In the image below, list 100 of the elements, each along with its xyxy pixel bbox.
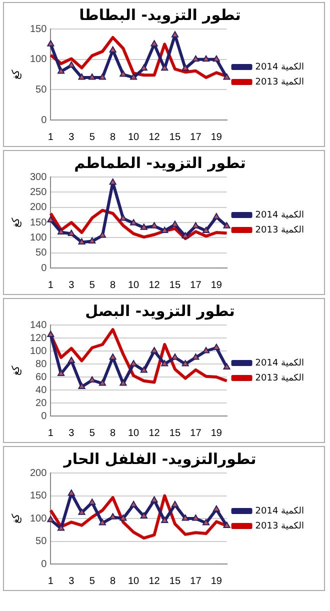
point — [171, 500, 179, 508]
point — [150, 40, 158, 46]
x-tick-label: 1 — [48, 280, 54, 291]
x-tick-label: 17 — [190, 428, 202, 439]
y-tick-label: 100 — [30, 513, 48, 524]
chart-title: تطور التزويد- البطاطا — [79, 6, 241, 24]
point — [182, 360, 189, 366]
point — [78, 74, 86, 80]
point — [130, 360, 138, 366]
x-tick-label: 17 — [190, 132, 202, 143]
x-tick-label: 10 — [128, 576, 140, 587]
point — [150, 496, 158, 503]
point — [150, 222, 158, 228]
y-tick-label: 40 — [36, 384, 48, 396]
x-tick-label: 17 — [190, 280, 202, 291]
y-tick-label: 0 — [41, 262, 48, 274]
x-tick-label: 1 — [48, 576, 54, 587]
point — [182, 232, 189, 238]
point — [120, 380, 127, 386]
point — [88, 237, 96, 244]
point — [109, 178, 116, 185]
point — [161, 360, 168, 366]
x-tick-label: 8 — [110, 132, 116, 143]
point — [98, 232, 106, 238]
point — [68, 489, 75, 496]
y-tick-label: 0 — [41, 114, 48, 126]
point — [109, 354, 116, 360]
point — [109, 513, 116, 520]
point — [150, 347, 158, 354]
y-tick-label: 80 — [36, 358, 48, 370]
x-tick-label: 3 — [68, 428, 75, 439]
x-tick-label: 10 — [128, 280, 140, 291]
point — [78, 508, 86, 515]
y-tick-label: 0 — [41, 558, 48, 570]
y-tick-label: 140 — [30, 320, 48, 331]
chart-title: تطور التزويد- البصل — [85, 302, 235, 320]
y-tick-label: 20 — [36, 398, 48, 409]
point — [140, 366, 148, 373]
point — [140, 224, 148, 230]
y-tick-label: 50 — [36, 536, 48, 547]
y-tick-label: 150 — [30, 24, 48, 35]
point — [109, 46, 116, 52]
point — [58, 67, 65, 74]
x-tick-label: 15 — [169, 132, 181, 143]
x-tick-label: 15 — [169, 428, 181, 439]
y-tick-label: 300 — [30, 172, 48, 183]
point — [202, 347, 210, 354]
point — [140, 512, 148, 518]
point — [212, 55, 220, 62]
point — [58, 370, 65, 376]
legend-label: الكمية 2014 — [255, 210, 304, 220]
point — [212, 213, 220, 220]
point — [223, 222, 230, 228]
x-tick-label: 19 — [210, 576, 222, 587]
point — [88, 498, 96, 505]
point — [58, 228, 65, 234]
point — [223, 74, 230, 80]
point — [130, 74, 138, 80]
x-tick-label: 12 — [148, 576, 160, 587]
x-tick-label: 8 — [110, 428, 116, 439]
legend-label: الكمية 2014 — [255, 358, 304, 368]
point — [161, 516, 168, 524]
point — [88, 74, 96, 80]
point — [223, 522, 230, 528]
x-tick-label: 19 — [210, 132, 222, 143]
x-tick-label: 1 — [48, 428, 54, 439]
point — [171, 31, 179, 38]
point — [98, 380, 106, 386]
x-tick-label: 12 — [148, 428, 160, 439]
x-tick-label: 19 — [210, 428, 222, 439]
legend-label: الكمية 2013 — [255, 77, 304, 88]
point — [98, 74, 106, 80]
y-axis-title: كغ — [10, 366, 22, 376]
y-tick-label: 250 — [30, 186, 48, 198]
point — [202, 226, 210, 233]
legend-label: الكمية 2013 — [255, 225, 304, 236]
y-tick-label: 50 — [36, 84, 48, 96]
point — [161, 226, 168, 233]
point — [68, 61, 75, 68]
y-tick-label: 60 — [36, 372, 48, 383]
y-tick-label: 100 — [30, 232, 48, 244]
point — [78, 382, 86, 389]
x-tick-label: 3 — [68, 280, 75, 291]
y-axis-title: كغ — [10, 218, 22, 228]
x-tick-label: 8 — [110, 576, 116, 587]
y-axis-title: كغ — [10, 514, 22, 524]
point — [192, 354, 200, 360]
point — [192, 55, 200, 62]
x-tick-label: 5 — [89, 280, 96, 291]
y-tick-label: 100 — [30, 346, 48, 357]
point — [223, 363, 230, 370]
y-tick-label: 50 — [36, 248, 48, 259]
x-tick-label: 10 — [128, 132, 140, 143]
point — [182, 514, 189, 521]
x-tick-label: 12 — [148, 280, 160, 291]
point — [78, 238, 86, 244]
x-tick-label: 15 — [169, 576, 181, 587]
point — [140, 64, 148, 71]
x-tick-label: 5 — [89, 576, 96, 587]
point — [171, 354, 179, 360]
